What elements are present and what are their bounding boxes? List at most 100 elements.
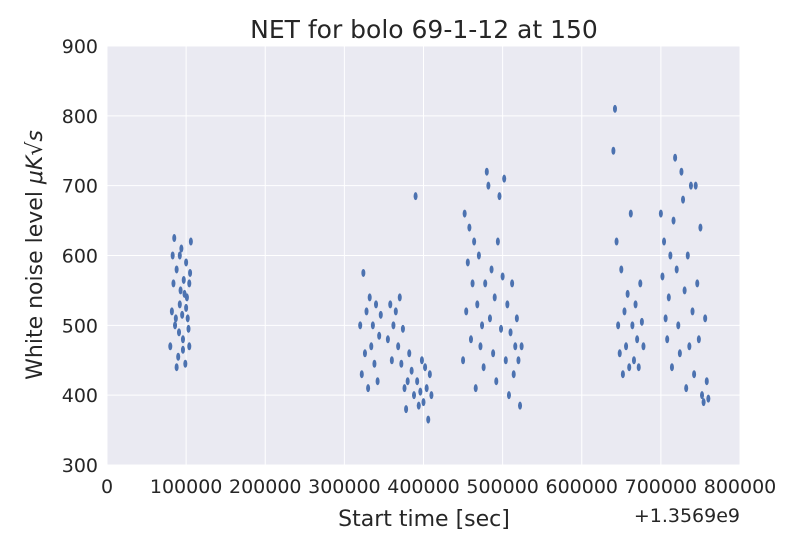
data-point xyxy=(169,307,174,316)
data-point xyxy=(484,167,489,176)
data-point xyxy=(188,268,193,277)
data-point xyxy=(397,293,402,302)
data-point xyxy=(518,401,523,410)
grid xyxy=(106,45,741,466)
y-axis-label-math: μK√s xyxy=(23,130,48,185)
x-tick-label: 600000 xyxy=(545,476,618,498)
data-point xyxy=(426,415,431,424)
data-point xyxy=(176,352,181,361)
data-point xyxy=(494,377,499,386)
chart-title: NET for bolo 69-1-12 at 150 xyxy=(250,15,598,44)
data-point xyxy=(701,398,706,407)
data-point xyxy=(413,192,418,201)
data-point xyxy=(429,391,434,400)
data-point xyxy=(489,265,494,274)
data-point xyxy=(700,391,705,400)
data-point xyxy=(168,342,173,351)
data-point xyxy=(472,237,477,246)
data-point xyxy=(617,349,622,358)
data-point xyxy=(407,349,412,358)
data-point xyxy=(635,335,640,344)
x-tick-label: 800000 xyxy=(704,476,777,498)
x-tick-label: 500000 xyxy=(466,476,539,498)
data-point xyxy=(486,181,491,190)
data-point xyxy=(662,237,667,246)
data-point xyxy=(690,307,695,316)
data-point xyxy=(187,279,192,288)
data-point xyxy=(179,244,184,253)
y-tick-label: 700 xyxy=(62,176,98,198)
data-point xyxy=(658,209,663,218)
data-point xyxy=(461,356,466,365)
data-point xyxy=(424,384,429,393)
data-point xyxy=(421,398,426,407)
data-point xyxy=(374,300,379,309)
data-point xyxy=(628,209,633,218)
data-point xyxy=(500,272,505,281)
data-point xyxy=(685,251,690,260)
data-point xyxy=(427,370,432,379)
y-tick-label: 600 xyxy=(62,246,98,268)
data-point xyxy=(676,321,681,330)
data-point xyxy=(497,192,502,201)
data-point xyxy=(687,342,692,351)
data-point xyxy=(180,345,185,354)
data-point xyxy=(184,258,189,267)
data-point xyxy=(188,237,193,246)
data-point xyxy=(674,265,679,274)
data-point xyxy=(367,293,372,302)
data-point xyxy=(688,181,693,190)
x-tick-label: 700000 xyxy=(625,476,698,498)
data-point xyxy=(178,286,183,295)
data-point xyxy=(665,335,670,344)
y-tick-label: 900 xyxy=(62,36,98,58)
data-point xyxy=(391,321,396,330)
data-point xyxy=(412,391,417,400)
data-point xyxy=(511,370,516,379)
x-tick-label: 200000 xyxy=(229,476,302,498)
data-point xyxy=(385,335,390,344)
data-point xyxy=(180,335,185,344)
x-tick-label: 300000 xyxy=(308,476,381,498)
data-point xyxy=(388,300,393,309)
data-point xyxy=(622,307,627,316)
data-point xyxy=(389,356,394,365)
data-point xyxy=(464,307,469,316)
x-offset-label: +1.3569e9 xyxy=(634,505,740,527)
data-point xyxy=(668,251,673,260)
data-point xyxy=(418,387,423,396)
data-point xyxy=(399,359,404,368)
data-point xyxy=(614,237,619,246)
data-point xyxy=(366,384,371,393)
data-point xyxy=(396,342,401,351)
data-point xyxy=(462,209,467,218)
data-point xyxy=(706,394,711,403)
data-point xyxy=(476,251,481,260)
y-tick-label: 500 xyxy=(62,315,98,337)
data-point xyxy=(636,363,641,372)
data-point xyxy=(666,293,671,302)
y-tick-label: 400 xyxy=(62,385,98,407)
data-point xyxy=(516,356,521,365)
data-point xyxy=(663,314,668,323)
data-point xyxy=(506,391,511,400)
data-point xyxy=(673,153,678,162)
data-point xyxy=(503,356,508,365)
data-point xyxy=(502,174,507,183)
data-point xyxy=(187,342,192,351)
data-point xyxy=(475,300,480,309)
data-point xyxy=(492,293,497,302)
data-point xyxy=(172,234,177,243)
data-point xyxy=(619,265,624,274)
data-point xyxy=(703,314,708,323)
data-point xyxy=(174,363,179,372)
data-point xyxy=(478,342,483,351)
data-point xyxy=(620,370,625,379)
data-point xyxy=(173,321,178,330)
data-point xyxy=(170,251,175,260)
data-point xyxy=(186,324,191,333)
data-point xyxy=(695,279,700,288)
data-point xyxy=(499,324,504,333)
data-point xyxy=(184,303,189,312)
x-tick-label: 400000 xyxy=(387,476,460,498)
